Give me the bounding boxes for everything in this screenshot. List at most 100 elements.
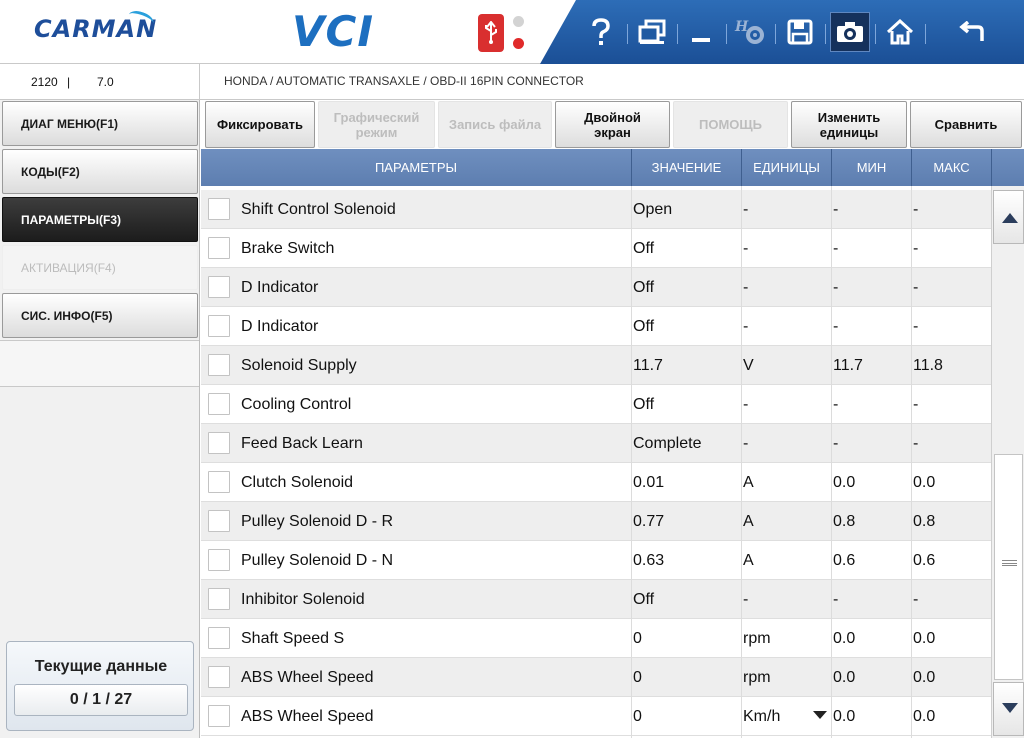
row-checkbox[interactable]: [208, 705, 230, 727]
param-value: Off: [633, 279, 655, 296]
table-row[interactable]: Inhibitor Solenoid Off - - -: [201, 580, 991, 619]
param-name: Pulley Solenoid D - N: [241, 552, 394, 569]
param-max: 0.8: [913, 513, 936, 530]
row-checkbox[interactable]: [208, 276, 230, 298]
param-value: Off: [633, 318, 655, 335]
table-row[interactable]: Shift Control Solenoid Open - - -: [201, 190, 991, 229]
param-min: -: [833, 396, 839, 413]
param-max: -: [913, 591, 919, 608]
dual-screen-button[interactable]: Двойной экран: [555, 101, 670, 148]
table-row[interactable]: D Indicator Off - - -: [201, 268, 991, 307]
graph-mode-label-1: Графический: [333, 109, 420, 125]
param-max: 0.0: [913, 708, 936, 725]
param-min: 0.0: [833, 669, 856, 686]
param-value: 11.7: [633, 357, 663, 374]
scroll-down-button[interactable]: [993, 682, 1024, 736]
unit-dropdown-arrow-icon[interactable]: [813, 711, 827, 719]
param-unit: -: [743, 396, 749, 413]
row-checkbox[interactable]: [208, 627, 230, 649]
param-min: -: [833, 591, 839, 608]
table-row[interactable]: Feed Back Learn Complete - - -: [201, 424, 991, 463]
sidebar-item-codes[interactable]: КОДЫ(F2): [2, 149, 198, 194]
param-name: Shift Control Solenoid: [241, 201, 396, 218]
carman-logo: CARMAN: [34, 15, 158, 43]
row-checkbox[interactable]: [208, 354, 230, 376]
param-value: 0.77: [633, 513, 665, 530]
param-unit: -: [743, 279, 749, 296]
sidebar-spacer: [0, 340, 199, 387]
table-row[interactable]: Pulley Solenoid D - N 0.63 A 0.6 0.6: [201, 541, 991, 580]
header-parameters[interactable]: ПАРАМЕТРЫ: [201, 149, 632, 186]
param-name: D Indicator: [241, 318, 319, 335]
header-value[interactable]: ЗНАЧЕНИЕ: [632, 149, 742, 186]
row-checkbox[interactable]: [208, 432, 230, 454]
help-icon[interactable]: [581, 12, 621, 52]
toolbar-divider: [875, 24, 876, 44]
table-header: ПАРАМЕТРЫ ЗНАЧЕНИЕ ЕДИНИЦЫ МИН МАКС: [201, 149, 1024, 186]
sidebar-item-parameters[interactable]: ПАРАМЕТРЫ(F3): [2, 197, 198, 242]
sidebar-item-diag-menu[interactable]: ДИАГ МЕНЮ(F1): [2, 101, 198, 146]
param-max: 0.0: [913, 474, 936, 491]
column-divider: [741, 186, 742, 738]
param-name: Cooling Control: [241, 396, 352, 413]
param-name: Brake Switch: [241, 240, 335, 257]
info-value-1: 2120: [31, 75, 58, 89]
param-unit-select[interactable]: Km/h: [743, 708, 781, 725]
change-units-label-1: Изменить: [817, 109, 881, 125]
sidebar-item-system-info[interactable]: СИС. ИНФО(F5): [2, 293, 198, 338]
toolbar-divider: [726, 24, 727, 44]
usb-status-icon: [478, 14, 504, 52]
window-switch-icon[interactable]: [632, 12, 672, 52]
dual-screen-label-1: Двойной: [584, 109, 641, 125]
arrow-up-icon: [1002, 213, 1018, 223]
param-min: -: [833, 435, 839, 452]
header-units[interactable]: ЕДИНИЦЫ: [742, 149, 832, 186]
table-row[interactable]: Solenoid Supply 11.7 V 11.7 11.8: [201, 346, 991, 385]
table-row[interactable]: ABS Wheel Speed 0 rpm 0.0 0.0: [201, 658, 991, 697]
change-units-button[interactable]: Изменить единицы: [791, 101, 907, 148]
graph-mode-label-2: режим: [355, 124, 398, 140]
table-row[interactable]: Brake Switch Off - - -: [201, 229, 991, 268]
row-checkbox[interactable]: [208, 237, 230, 259]
table-row[interactable]: Cooling Control Off - - -: [201, 385, 991, 424]
column-divider: [631, 186, 632, 738]
scroll-thumb[interactable]: [994, 454, 1023, 680]
table-row[interactable]: Shaft Speed S 0 rpm 0.0 0.0: [201, 619, 991, 658]
param-unit: V: [743, 357, 754, 374]
row-checkbox[interactable]: [208, 471, 230, 493]
row-checkbox[interactable]: [208, 549, 230, 571]
minimize-icon[interactable]: [681, 12, 721, 52]
param-unit: rpm: [743, 669, 771, 686]
table-row[interactable]: Clutch Solenoid 0.01 A 0.0 0.0: [201, 463, 991, 502]
table-row[interactable]: D Indicator Off - - -: [201, 307, 991, 346]
current-data-count: 0 / 1 / 27: [14, 684, 188, 716]
settings-icon: H: [730, 12, 770, 52]
scroll-up-button[interactable]: [993, 190, 1024, 244]
param-min: 0.6: [833, 552, 856, 569]
home-icon[interactable]: [880, 12, 920, 52]
row-checkbox[interactable]: [208, 588, 230, 610]
table-row[interactable]: Pulley Solenoid D - R 0.77 A 0.8 0.8: [201, 502, 991, 541]
toolbar-divider: [925, 24, 926, 44]
header-max[interactable]: МАКС: [912, 149, 992, 186]
toolbar-divider: [825, 24, 826, 44]
fix-button[interactable]: Фиксировать: [205, 101, 315, 148]
param-max: 0.6: [913, 552, 936, 569]
compare-button[interactable]: Сравнить: [910, 101, 1022, 148]
table-scrollbar[interactable]: [991, 186, 1024, 738]
header-min[interactable]: МИН: [832, 149, 912, 186]
back-icon[interactable]: [952, 12, 992, 52]
param-name: Inhibitor Solenoid: [241, 591, 365, 608]
screenshot-camera-icon[interactable]: [830, 12, 870, 52]
param-max: -: [913, 318, 919, 335]
row-checkbox[interactable]: [208, 510, 230, 532]
save-icon[interactable]: [780, 12, 820, 52]
toolbar-divider: [627, 24, 628, 44]
row-checkbox[interactable]: [208, 315, 230, 337]
help-button: ПОМОЩЬ: [673, 101, 788, 148]
row-checkbox[interactable]: [208, 393, 230, 415]
table-row[interactable]: ABS Wheel Speed 0 Km/h 0.0 0.0: [201, 697, 991, 736]
row-checkbox[interactable]: [208, 198, 230, 220]
param-max: -: [913, 279, 919, 296]
row-checkbox[interactable]: [208, 666, 230, 688]
